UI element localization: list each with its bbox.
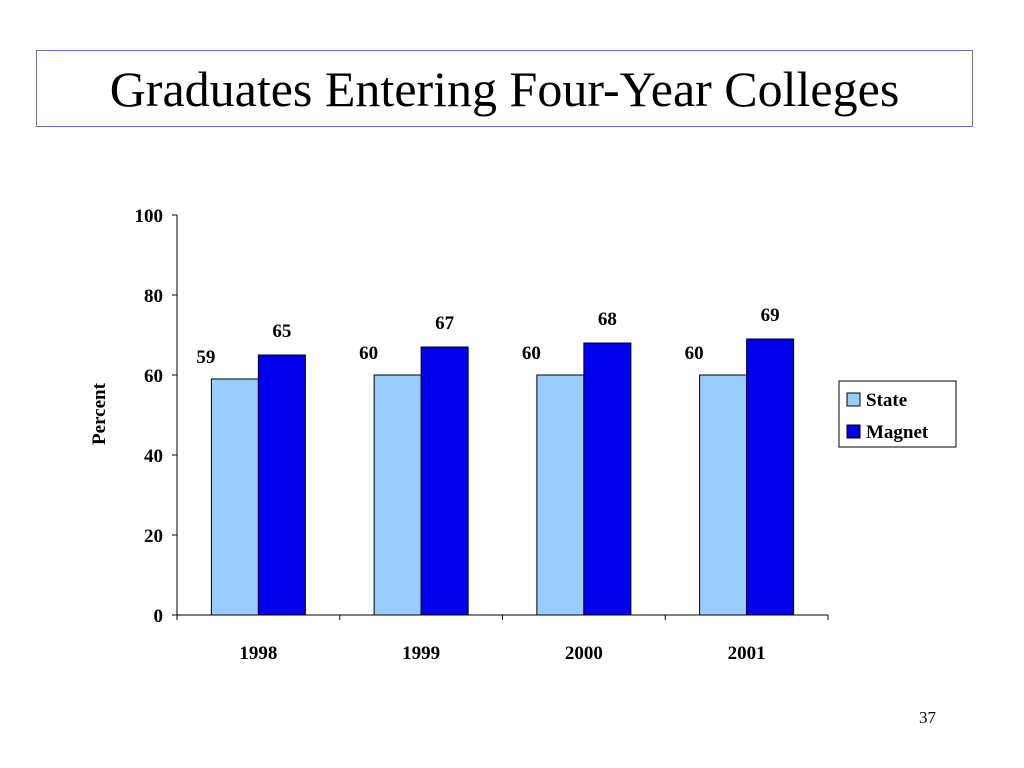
x-tick-label: 1998: [239, 643, 277, 664]
bar-state-2001: [699, 374, 748, 616]
slide-title: Graduates Entering Four-Year Colleges: [109, 60, 900, 117]
bar-state-2000: [536, 374, 585, 616]
x-axis: 1998 1999 2000 2001: [176, 614, 829, 664]
data-label: 67: [435, 313, 455, 334]
legend-swatch-state: [846, 392, 861, 407]
data-label: 59: [196, 347, 215, 368]
y-tick-label: 0: [154, 606, 164, 627]
data-label: 60: [685, 343, 704, 364]
page-number: 37: [919, 708, 936, 727]
x-tick-label: 2000: [565, 643, 603, 664]
y-tick-label: 20: [144, 526, 163, 547]
x-tick-label: 1999: [402, 643, 440, 664]
y-tick-label: 80: [144, 286, 163, 307]
data-labels: 59 65 60 67 60 68 60 69: [196, 305, 779, 368]
legend: State Magnet: [838, 380, 957, 448]
bar-magnet-2000: [583, 342, 632, 616]
y-axis: 0 20 40 60 80 100: [135, 206, 178, 627]
y-tick-label: 40: [144, 446, 163, 467]
bar-state-1998: [210, 378, 259, 616]
x-tick-label: 2001: [728, 643, 766, 664]
data-label: 60: [522, 343, 541, 364]
data-label: 60: [359, 343, 378, 364]
data-label: 69: [761, 305, 780, 326]
y-tick-label: 100: [135, 206, 164, 227]
data-label: 68: [598, 309, 617, 330]
legend-label-magnet: Magnet: [866, 422, 929, 443]
slide-title-box: Graduates Entering Four-Year Colleges: [36, 50, 973, 127]
bar-magnet-1999: [420, 346, 469, 616]
legend-label-state: State: [866, 390, 907, 411]
y-tick-label: 60: [144, 366, 163, 387]
bar-magnet-1998: [257, 354, 306, 616]
bar-magnet-2001: [746, 338, 795, 616]
y-axis-title: Percent: [89, 382, 110, 445]
data-label: 65: [272, 321, 291, 342]
bars: [210, 338, 795, 616]
legend-swatch-magnet: [846, 424, 861, 439]
bar-state-1999: [373, 374, 422, 616]
